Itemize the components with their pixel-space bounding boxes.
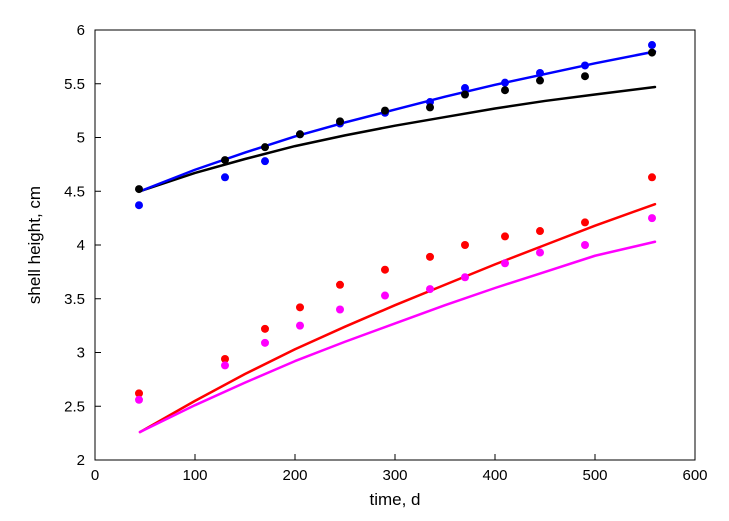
red-dots-point [336, 281, 344, 289]
y-tick-label: 5.5 [64, 76, 85, 93]
magenta-dots-point [426, 285, 434, 293]
red-dots-point [296, 303, 304, 311]
magenta-dots-point [648, 214, 656, 222]
x-axis-label: time, d [369, 490, 420, 509]
x-tick-label: 200 [282, 467, 307, 484]
blue-dots-point [581, 61, 589, 69]
red-dots-point [461, 241, 469, 249]
magenta-dots-point [581, 241, 589, 249]
black-dots-point [426, 103, 434, 111]
magenta-dots-point [461, 273, 469, 281]
black-dots-point [336, 117, 344, 125]
black-dots-point [501, 86, 509, 94]
red-dots-point [426, 253, 434, 261]
x-tick-label: 300 [382, 467, 407, 484]
x-tick-label: 0 [91, 467, 99, 484]
red-dots-point [501, 232, 509, 240]
y-tick-label: 4.5 [64, 183, 85, 200]
x-tick-label: 400 [482, 467, 507, 484]
black-dots-point [461, 91, 469, 99]
magenta-dots-point [536, 249, 544, 257]
blue-dots-point [501, 79, 509, 87]
red-dots-point [536, 227, 544, 235]
red-dots-point [381, 266, 389, 274]
shell-height-chart: 0 100 200 300 400 500 600 2 2.5 3 3.5 4 4.5 5 5.5 6 time… [0, 0, 729, 521]
black-dots-point [581, 72, 589, 80]
y-tick-label: 3.5 [64, 291, 85, 308]
data-group [135, 41, 656, 432]
magenta-dots-point [261, 339, 269, 347]
blue-dots-point [221, 173, 229, 181]
x-tick-label: 600 [682, 467, 707, 484]
black-dots-point [381, 107, 389, 115]
blue-dots-point [261, 157, 269, 165]
blue-dots-point [135, 201, 143, 209]
red-dots-point [581, 218, 589, 226]
red-dots-point [261, 325, 269, 333]
y-tick-label: 5 [77, 130, 85, 147]
y-tick-label: 2.5 [64, 398, 85, 415]
y-tick-label: 6 [77, 22, 85, 39]
black-dots-point [221, 156, 229, 164]
x-tick-label: 100 [182, 467, 207, 484]
chart-svg: 0 100 200 300 400 500 600 2 2.5 3 3.5 4 4.5 5 5.5 6 time… [0, 0, 729, 521]
y-axis-label: shell height, cm [25, 186, 44, 304]
y-tick-label: 2 [77, 452, 85, 469]
magenta-dots-point [135, 396, 143, 404]
x-tick-label: 500 [582, 467, 607, 484]
magenta-dots-point [221, 361, 229, 369]
blue-dots-point [536, 69, 544, 77]
black-dots-point [648, 49, 656, 57]
red-line [140, 204, 655, 432]
black-dots-point [261, 143, 269, 151]
magenta-dots-point [501, 259, 509, 267]
black-line [140, 87, 655, 191]
black-dots-point [296, 130, 304, 138]
blue-dots-point [648, 41, 656, 49]
y-tick-label: 4 [77, 237, 85, 254]
magenta-dots-point [296, 322, 304, 330]
black-dots-point [135, 185, 143, 193]
y-tick-label: 3 [77, 345, 85, 362]
magenta-line [140, 242, 655, 432]
blue-line [140, 52, 655, 192]
red-dots-point [648, 173, 656, 181]
magenta-dots-point [381, 292, 389, 300]
magenta-dots-point [336, 306, 344, 314]
black-dots-point [536, 77, 544, 85]
